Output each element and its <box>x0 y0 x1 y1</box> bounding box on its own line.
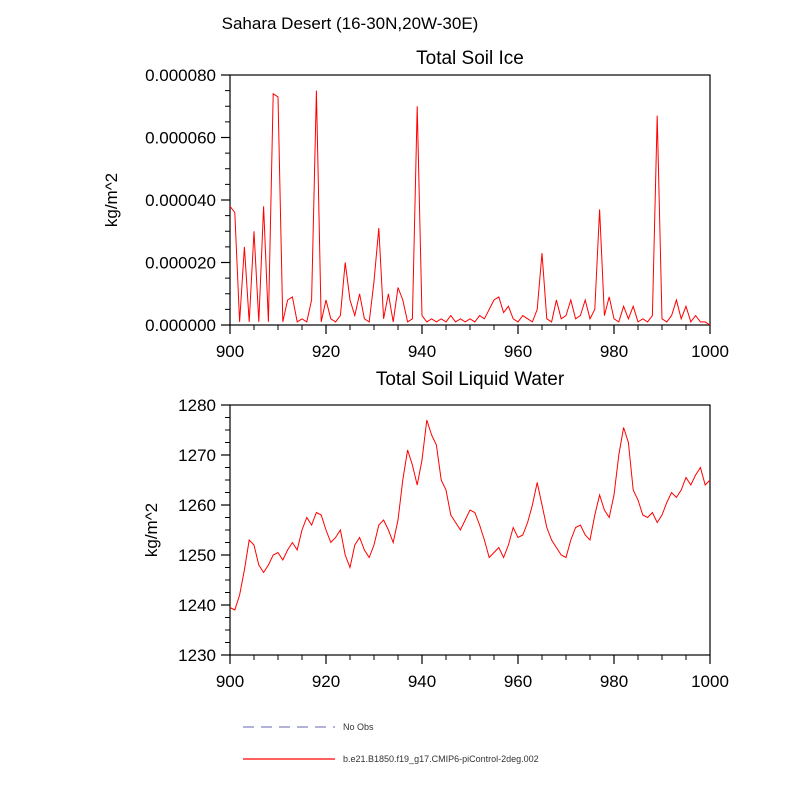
legend-item-model-run: b.e21.B1850.f19_g17.CMIP6-piControl-2deg… <box>243 754 539 764</box>
figure-title: Sahara Desert (16-30N,20W-30E) <box>221 14 479 33</box>
svg-text:1270: 1270 <box>178 446 216 465</box>
legend-item-no-obs: No Obs <box>243 722 374 732</box>
svg-text:1000: 1000 <box>691 672 729 691</box>
svg-text:920: 920 <box>312 342 340 361</box>
svg-text:0.000020: 0.000020 <box>145 254 216 273</box>
svg-text:1230: 1230 <box>178 646 216 665</box>
svg-text:1000: 1000 <box>691 342 729 361</box>
svg-text:960: 960 <box>504 672 532 691</box>
svg-text:940: 940 <box>408 342 436 361</box>
svg-text:1260: 1260 <box>178 496 216 515</box>
svg-text:1250: 1250 <box>178 546 216 565</box>
model-run-line-swatch <box>243 758 335 760</box>
svg-text:900: 900 <box>216 342 244 361</box>
svg-text:940: 940 <box>408 672 436 691</box>
svg-text:0.000000: 0.000000 <box>145 316 216 335</box>
svg-text:980: 980 <box>600 342 628 361</box>
svg-text:920: 920 <box>312 672 340 691</box>
legend-label-model-run: b.e21.B1850.f19_g17.CMIP6-piControl-2deg… <box>343 754 539 764</box>
legend-label-no-obs: No Obs <box>343 722 374 732</box>
svg-text:1240: 1240 <box>178 596 216 615</box>
svg-text:980: 980 <box>600 672 628 691</box>
soil-ice-title: Total Soil Ice <box>416 48 524 69</box>
svg-text:1280: 1280 <box>178 396 216 415</box>
svg-text:0.000080: 0.000080 <box>145 66 216 85</box>
soil-liquid-title: Total Soil Liquid Water <box>375 369 565 390</box>
svg-text:960: 960 <box>504 342 532 361</box>
svg-text:0.000060: 0.000060 <box>145 129 216 148</box>
svg-text:900: 900 <box>216 672 244 691</box>
no-obs-line-swatch <box>243 726 335 728</box>
svg-text:0.000040: 0.000040 <box>145 191 216 210</box>
